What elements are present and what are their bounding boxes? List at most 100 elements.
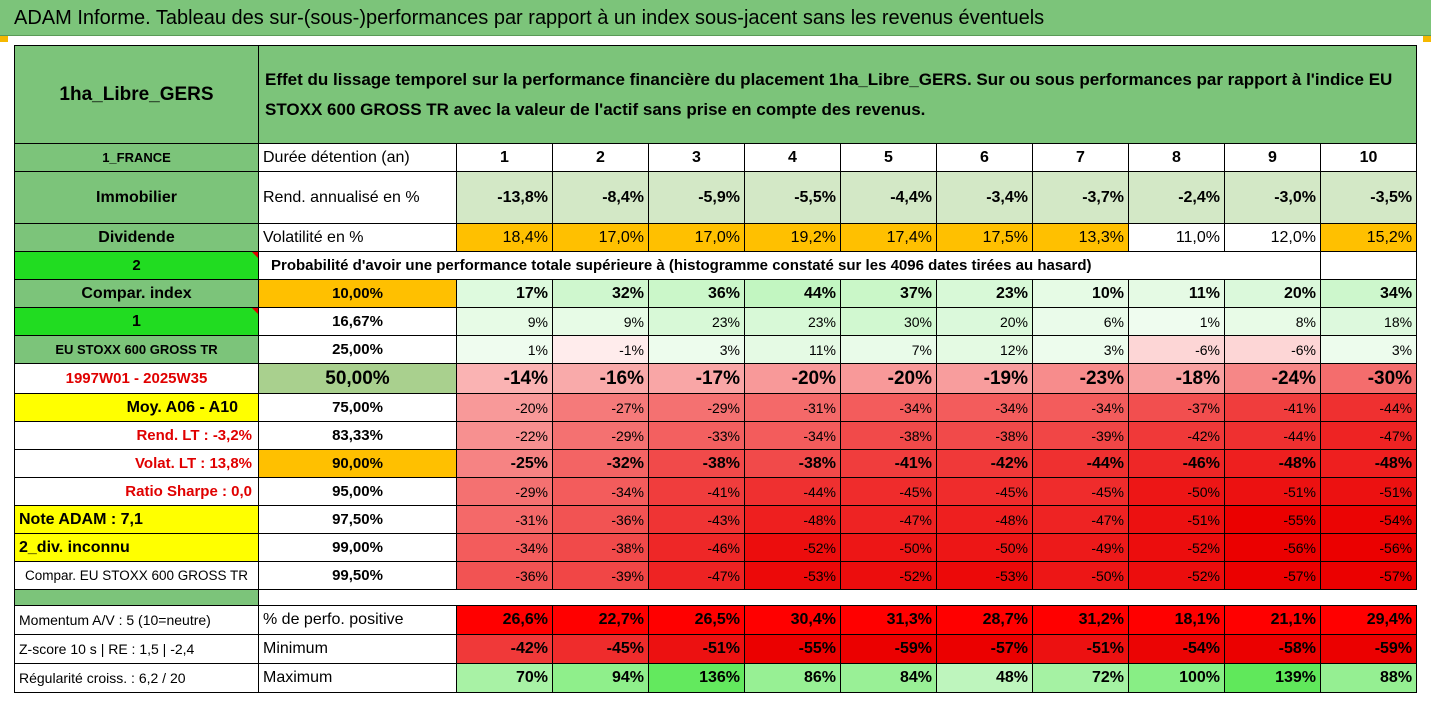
blank-cell (1319, 251, 1418, 280)
quantile-value: -36% (552, 505, 649, 534)
quantile-value: 9% (456, 307, 553, 336)
fund-name-cell: 1ha_Libre_GERS (14, 45, 259, 144)
vol-value: 19,2% (744, 223, 841, 252)
quantile-value: 17% (456, 279, 553, 308)
quantile-value: -54% (1319, 505, 1418, 534)
quantile-label: 99,50% (258, 561, 457, 590)
quantile-value: 30% (840, 307, 937, 336)
quantile-label: 99,00% (258, 533, 457, 562)
quantile-value: 12% (936, 335, 1033, 364)
left-label: Note ADAM : 7,1 (14, 505, 259, 534)
vol-value: 15,2% (1319, 223, 1418, 252)
maximum-value: 88% (1319, 663, 1418, 693)
left-label: EU STOXX 600 GROSS TR (14, 335, 259, 364)
stat-label: Régularité croiss. : 6,2 / 20 (14, 663, 259, 693)
minimum-value: -59% (840, 634, 937, 664)
quantile-value: 3% (648, 335, 745, 364)
quantile-value: -48% (1224, 449, 1321, 478)
year-header: 10 (1319, 143, 1418, 172)
quantile-value: 6% (1032, 307, 1129, 336)
quantile-value: -20% (456, 393, 553, 422)
quantile-value: -34% (552, 477, 649, 506)
quantile-value: -51% (1319, 477, 1418, 506)
year-header: 2 (552, 143, 649, 172)
year-header: 1 (456, 143, 553, 172)
quantile-value: -39% (552, 561, 649, 590)
stat-label: Momentum A/V : 5 (10=neutre) (14, 605, 259, 635)
quantile-label: 90,00% (258, 449, 457, 478)
quantile-value: 37% (840, 279, 937, 308)
quantile-value: -18% (1128, 363, 1225, 394)
quantile-label: 83,33% (258, 421, 457, 450)
quantile-label: 25,00% (258, 335, 457, 364)
quantile-value: 10% (1032, 279, 1129, 308)
quantile-value: -47% (1032, 505, 1129, 534)
left-label: Rend. LT : -3,2% (14, 421, 259, 450)
quantile-value: -53% (744, 561, 841, 590)
rend-value: -4,4% (840, 171, 937, 224)
quantile-value: -48% (1319, 449, 1418, 478)
quantile-value: -41% (1224, 393, 1321, 422)
quantile-value: -53% (936, 561, 1033, 590)
year-header: 8 (1128, 143, 1225, 172)
maximum-value: 72% (1032, 663, 1129, 693)
quantile-value: 1% (456, 335, 553, 364)
quantile-value: 7% (840, 335, 937, 364)
quantile-value: -22% (456, 421, 553, 450)
maximum-value: 100% (1128, 663, 1225, 693)
vol-value: 17,4% (840, 223, 937, 252)
left-label: 2_div. inconnu (14, 533, 259, 562)
vol-value: 11,0% (1128, 223, 1225, 252)
quantile-value: -17% (648, 363, 745, 394)
rend-value: -5,5% (744, 171, 841, 224)
quantile-value: 18% (1319, 307, 1418, 336)
minimum-value: -58% (1224, 634, 1321, 664)
quantile-value: -52% (840, 561, 937, 590)
year-header: 7 (1032, 143, 1129, 172)
minimum-value: -55% (744, 634, 841, 664)
quantile-value: -29% (552, 421, 649, 450)
quantile-label: 16,67% (258, 307, 457, 336)
quantile-value: -50% (840, 533, 937, 562)
rend-value: -3,7% (1032, 171, 1129, 224)
duree-label: Durée détention (an) (258, 143, 457, 172)
report-title: ADAM Informe. Tableau des sur-(sous-)per… (0, 0, 1431, 36)
rend-value: -3,0% (1224, 171, 1321, 224)
perf-pos-value: 30,4% (744, 605, 841, 635)
quantile-value: -47% (1319, 421, 1418, 450)
quantile-value: -49% (1032, 533, 1129, 562)
maximum-value: 70% (456, 663, 553, 693)
vol-value: 17,0% (648, 223, 745, 252)
minimum-value: -57% (936, 634, 1033, 664)
left-label: Ratio Sharpe : 0,0 (14, 477, 259, 506)
quantile-value: 44% (744, 279, 841, 308)
quantile-value: 9% (552, 307, 649, 336)
quantile-value: -52% (744, 533, 841, 562)
corner-marker (1423, 36, 1431, 42)
quantile-value: 1% (1128, 307, 1225, 336)
report-sheet: 1ha_Libre_GERS Effet du lissage temporel… (14, 45, 1418, 693)
quantile-value: -57% (1319, 561, 1418, 590)
quantile-value: 20% (936, 307, 1033, 336)
quantile-value: 23% (744, 307, 841, 336)
vol-value: 17,0% (552, 223, 649, 252)
quantile-value: -29% (648, 393, 745, 422)
minimum-value: -51% (1032, 634, 1129, 664)
quantile-value: -52% (1128, 533, 1225, 562)
quantile-value: -48% (744, 505, 841, 534)
vol-label: Volatilité en % (258, 223, 457, 252)
quantile-value: -19% (936, 363, 1033, 394)
quantile-label: 50,00% (258, 363, 457, 394)
income-cell: Dividende (14, 223, 259, 252)
quantile-value: -29% (456, 477, 553, 506)
vol-value: 13,3% (1032, 223, 1129, 252)
quantile-value: -20% (744, 363, 841, 394)
rend-value: -3,4% (936, 171, 1033, 224)
rend-value: -3,5% (1319, 171, 1418, 224)
quantile-value: -44% (1224, 421, 1321, 450)
quantile-label: 75,00% (258, 393, 457, 422)
quantile-value: -44% (1319, 393, 1418, 422)
quantile-value: 32% (552, 279, 649, 308)
country-cell: 1_FRANCE (14, 143, 259, 172)
quantile-value: -50% (936, 533, 1033, 562)
